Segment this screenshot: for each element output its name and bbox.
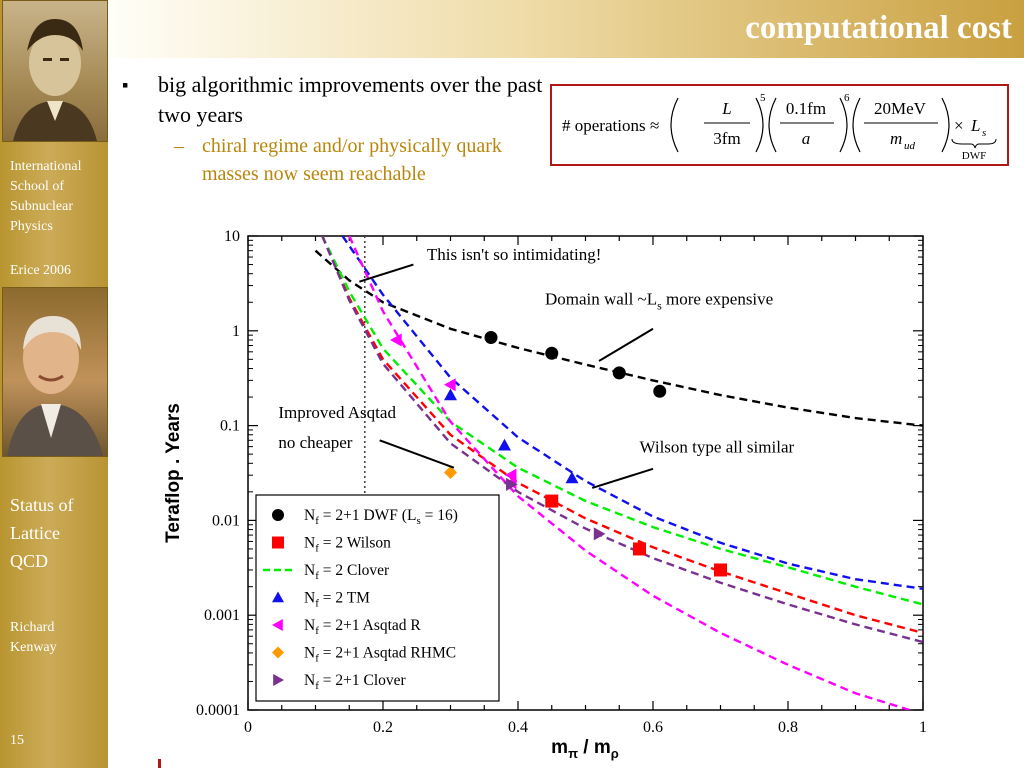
- fit-curves: [314, 236, 923, 710]
- series-curve: [321, 236, 923, 606]
- formula-f3-den: m: [890, 129, 902, 148]
- data-point: [612, 366, 626, 380]
- data-point: [444, 388, 457, 401]
- axis-ticks: [247, 235, 924, 711]
- series-curve: [348, 236, 910, 710]
- formula-f2-exp: 6: [844, 92, 850, 104]
- legend-marker: [272, 619, 283, 631]
- bullet-sub: – chiral regime and/or physically quark …: [122, 132, 552, 188]
- event-name: Erice 2006: [10, 263, 72, 278]
- series-curve: [321, 236, 923, 644]
- y-tick-label: 10: [224, 228, 240, 245]
- author-name: Richard Kenway: [10, 620, 57, 655]
- legend-marker: [272, 536, 284, 549]
- data-point: [565, 471, 579, 484]
- data-point: [593, 527, 606, 541]
- data-point: [545, 346, 559, 360]
- formula-f3-num: 20MeV: [874, 99, 927, 118]
- formula-ls: L: [970, 116, 980, 135]
- sidebar: International School of Subnuclear Physi…: [0, 0, 108, 768]
- data-point: [714, 563, 727, 577]
- formula-times: ×: [954, 116, 964, 135]
- y-tick-label: 0.001: [204, 607, 240, 624]
- annotation-arrow: [598, 327, 654, 362]
- legend-label: Nf = 2 Clover: [304, 562, 390, 582]
- legend-label: Nf = 2 Wilson: [304, 535, 391, 555]
- legend-marker: [272, 646, 284, 659]
- y-tick-labels: 0.0001 0.001 0.01 0.1 1 10: [196, 228, 240, 719]
- annotation-text: This isn't so intimidating!: [427, 245, 601, 264]
- legend-marker: [273, 674, 284, 686]
- series-curve: [341, 236, 923, 590]
- annotation-arrow: [591, 467, 654, 489]
- data-point: [506, 477, 518, 491]
- x-tick-label: 0: [244, 719, 252, 736]
- data-point: [484, 330, 498, 344]
- data-point: [633, 542, 646, 556]
- series-curve: [321, 236, 923, 635]
- accent-mark: [158, 759, 161, 768]
- formula-f1-den: 3fm: [713, 129, 740, 148]
- x-tick-label: 0.6: [643, 719, 663, 736]
- formula-brace-label: DWF: [962, 150, 986, 162]
- formula-f2-num: 0.1fm: [786, 99, 826, 118]
- legend: Nf = 2+1 DWF (Ls = 16) Nf = 2 Wilson Nf = …: [255, 494, 500, 702]
- sub-bullet-dash: –: [174, 135, 184, 157]
- title-bar: computational cost: [108, 0, 1024, 58]
- data-point: [653, 384, 667, 398]
- talk-title: Status of Lattice QCD: [10, 495, 74, 571]
- annotation-text: Improved Asqtad: [278, 403, 396, 422]
- bullet-main: big algorithmic improvements over the pa…: [122, 70, 552, 130]
- legend-marker: [272, 591, 284, 603]
- formula-approx: ≈: [650, 116, 659, 135]
- legend-label: Nf = 2+1 Asqtad RHMC: [304, 645, 456, 665]
- formula-f2-den: a: [802, 129, 811, 148]
- portrait-photo-old: [2, 287, 108, 457]
- bullet-sub-text: chiral regime and/or physically quark ma…: [202, 135, 502, 185]
- x-tick-label: 0.4: [508, 719, 528, 736]
- legend-label: Nf = 2+1 Asqtad R: [304, 617, 421, 637]
- annotation-text: no cheaper: [278, 433, 352, 452]
- data-point: [444, 466, 457, 480]
- legend-label: Nf = 2 TM: [304, 590, 370, 610]
- x-tick-label: 0.8: [778, 719, 798, 736]
- portrait-photo-young: [2, 0, 108, 142]
- y-tick-label: 0.01: [212, 512, 240, 529]
- annotation-arrow: [379, 439, 455, 469]
- annotation-text: Wilson type all similar: [640, 438, 795, 457]
- legend-label: Nf = 2+1 DWF (Ls = 16): [304, 507, 458, 527]
- legend-box: [255, 494, 500, 702]
- series-curve: [314, 249, 923, 427]
- x-tick-label: 0.2: [373, 719, 393, 736]
- x-tick-labels: 0 0.2 0.4 0.6 0.8 1: [244, 719, 927, 736]
- y-tick-label: 0.0001: [196, 702, 240, 719]
- legend-marker: [272, 509, 284, 521]
- formula-f1-exp: 5: [760, 92, 766, 104]
- data-point: [498, 438, 511, 451]
- annotation-text: Domain wall ~Ls more expensive: [545, 289, 773, 312]
- data-point: [390, 333, 402, 347]
- cost-formula-box: # operations ≈ L 3fm 5 0.1fm a 6 20MeV m…: [550, 84, 1009, 166]
- data-point: [444, 378, 456, 392]
- y-axis-label: Teraflop . Years: [163, 403, 184, 543]
- data-point: [545, 494, 559, 508]
- formula-lhs: # operations: [562, 116, 646, 135]
- slide-title: computational cost: [745, 10, 1012, 46]
- annotation-arrow: [359, 263, 414, 283]
- page-number: 15: [10, 733, 24, 748]
- formula-f3-den-sub: ud: [904, 140, 916, 152]
- x-tick-label: 1: [919, 719, 927, 736]
- legend-label: Nf = 2+1 Clover: [304, 672, 407, 692]
- cost-chart: 0 0.2 0.4 0.6 0.8 1 0.0001 0.001 0.01 0.1 1 10 Thi…: [163, 228, 927, 761]
- school-name: International School of Subnuclear Physi…: [10, 159, 82, 234]
- y-tick-label: 1: [232, 323, 240, 340]
- formula-f1-num: L: [721, 99, 731, 118]
- formula-ls-sub: s: [982, 127, 986, 139]
- data-points: [390, 330, 727, 577]
- annotations: This isn't so intimidating! Domain wall ~…: [278, 245, 795, 489]
- x-axis-label: mπ / mρ: [551, 737, 619, 761]
- y-tick-label: 0.1: [220, 418, 240, 435]
- bullet-list: big algorithmic improvements over the pa…: [122, 70, 552, 188]
